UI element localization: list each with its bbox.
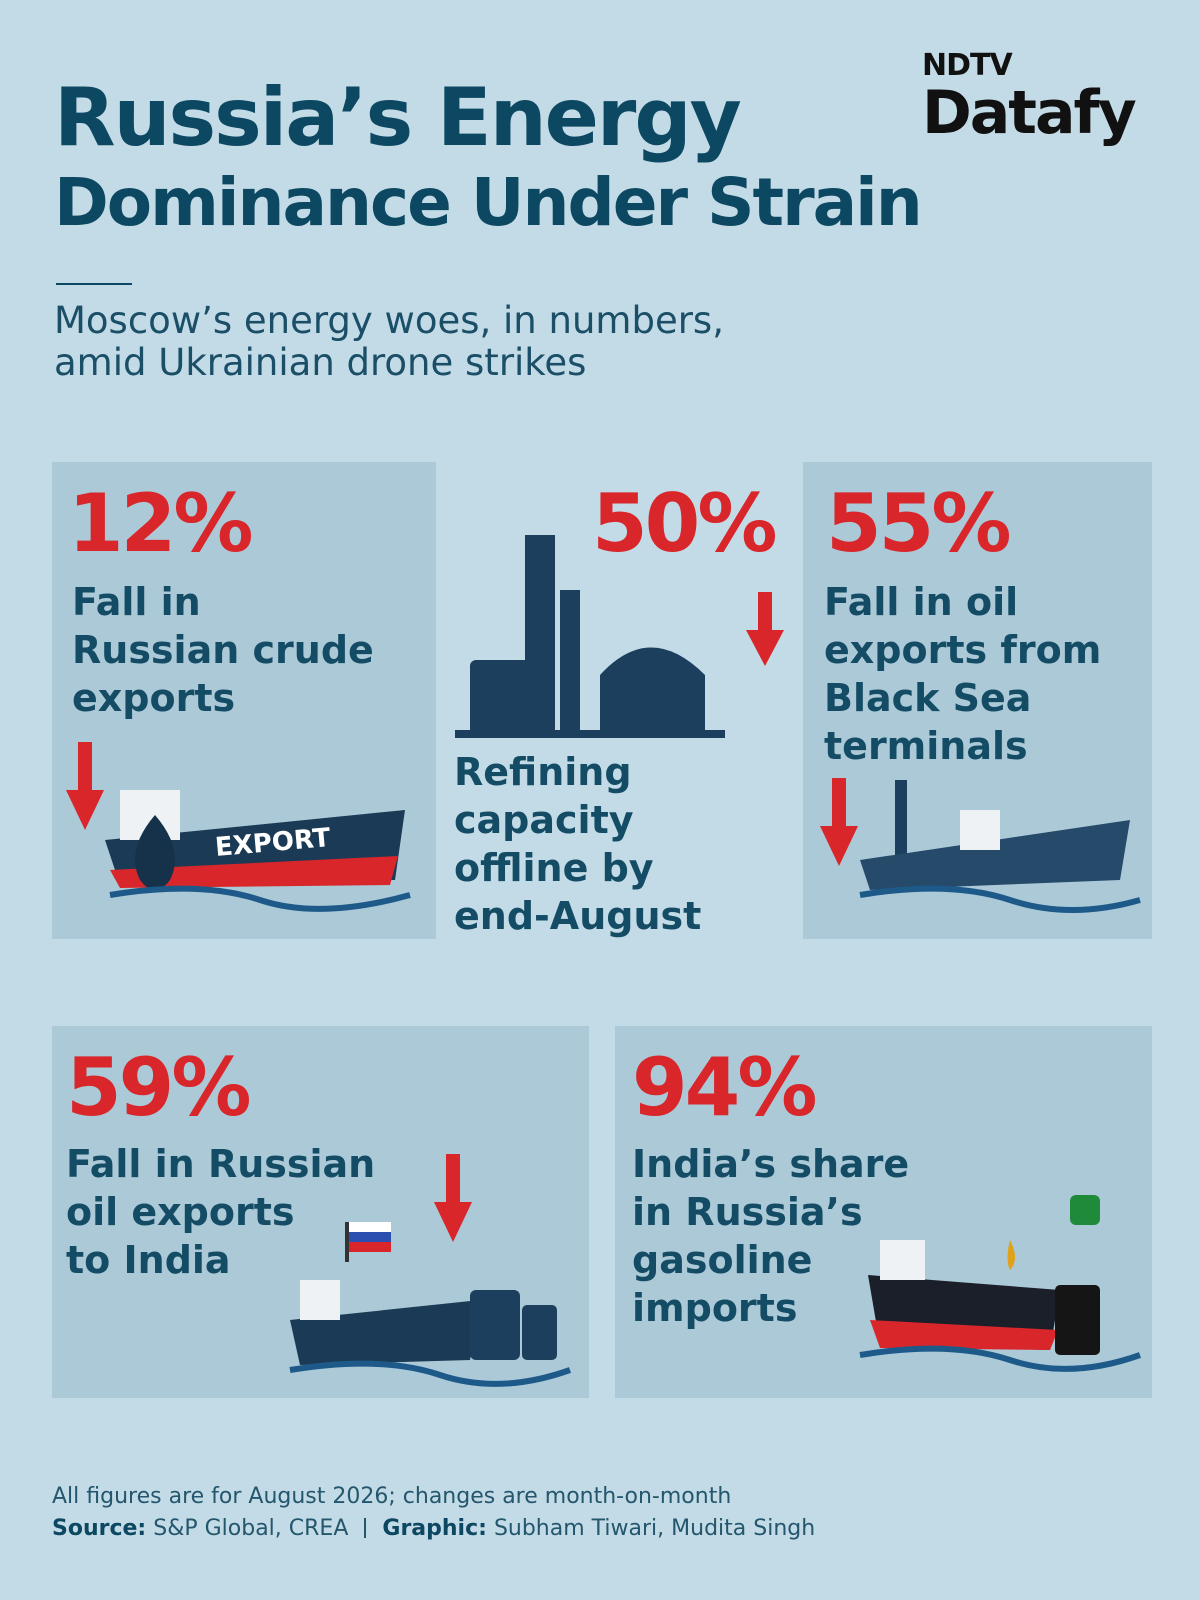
stat-label-line: exports — [72, 676, 236, 720]
stat-label-line: Fall in Russian — [66, 1142, 376, 1186]
title: Russia’s Energy — [54, 71, 742, 164]
stat-value: 94% — [632, 1041, 817, 1134]
stat-label: Fall in Russian crude exports — [72, 578, 374, 722]
title: Dominance Under Strain — [54, 164, 923, 241]
stat-value: 50% — [592, 477, 777, 570]
stat-label: Refining capacity offline by end-August — [454, 748, 701, 940]
stat-label-line: offline by — [454, 846, 654, 890]
stat-label-line: gasoline — [632, 1238, 813, 1282]
stat-label-line: terminals — [824, 724, 1028, 768]
stat-label-line: exports from — [824, 628, 1102, 672]
stat-label-line: capacity — [454, 798, 634, 842]
brand-datafy: Datafy — [922, 78, 1137, 148]
subtitle: Moscow’s energy woes, in numbers, amid U… — [54, 300, 724, 384]
separator — [364, 1518, 367, 1538]
subtitle-line: amid Ukrainian drone strikes — [54, 341, 587, 384]
stat-label-line: to India — [66, 1238, 231, 1282]
subtitle-line: Moscow’s energy woes, in numbers, — [54, 299, 724, 342]
credits: Source: S&P Global, CREA Graphic: Subham … — [52, 1516, 815, 1541]
graphic-label: Graphic: — [382, 1516, 487, 1541]
graphic-credit: Subham Tiwari, Mudita Singh — [493, 1516, 816, 1541]
source: S&P Global, CREA — [153, 1516, 349, 1541]
stat-label-line: Fall in — [72, 580, 201, 624]
stat-label: India’s share in Russia’s gasoline imports — [632, 1140, 909, 1332]
brand-ndtv: NDTV — [922, 48, 1013, 83]
stat-label-line: Fall in oil — [824, 580, 1019, 624]
stat-value: 59% — [66, 1041, 251, 1134]
stat-label-line: Russian crude — [72, 628, 374, 672]
down-arrow — [66, 592, 858, 1242]
india-ship — [289, 1222, 572, 1387]
gasoline-ship — [859, 1195, 1142, 1372]
stat-label: Fall in oil exports from Black Sea terminal… — [824, 578, 1101, 770]
stat-label-line: end-August — [454, 894, 702, 938]
footnote: All figures are for August 2026; changes… — [52, 1484, 732, 1509]
stat-value: 55% — [826, 477, 1011, 570]
stat-label-line: India’s share — [632, 1142, 910, 1186]
source-label: Source: — [52, 1516, 147, 1541]
refinery — [455, 535, 725, 738]
stat-label: Fall in Russian oil exports to India — [66, 1140, 375, 1284]
tanker-ship — [105, 790, 411, 912]
stat-label-line: imports — [632, 1286, 798, 1330]
stat-label-line: Refining — [454, 750, 632, 794]
terminal-ship — [859, 780, 1141, 913]
stat-value: 12% — [68, 477, 253, 570]
divider — [56, 283, 132, 285]
stat-label-line: oil exports — [66, 1190, 295, 1234]
stat-label-line: in Russia’s — [632, 1190, 863, 1234]
stat-label-line: Black Sea — [824, 676, 1032, 720]
